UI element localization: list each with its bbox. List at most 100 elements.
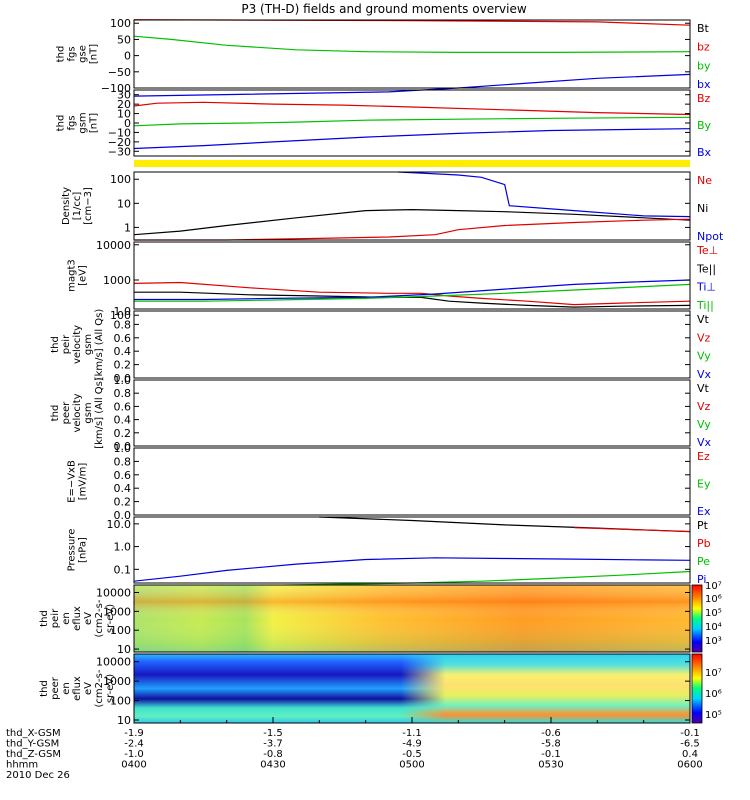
y-tick-label: 0.4 xyxy=(114,345,132,358)
y-axis-label: en xyxy=(61,612,72,625)
x-row-value: -0.1 xyxy=(680,728,700,739)
legend-entry: Ey xyxy=(697,478,711,491)
y-tick-label: 10000 xyxy=(96,587,131,600)
y-tick-label: 0 xyxy=(124,117,131,130)
y-axis-label: [mV/m] xyxy=(78,463,89,501)
legend-entry: Te|| xyxy=(696,262,716,275)
legend-entry: Te⊥ xyxy=(696,244,718,257)
panel-peir_spec: 10⁶ 10⁵ 10⁴ 10³ 10⁷ 10000 1000 100 10 thd peir en ef… xyxy=(39,581,722,656)
series-line-fgs_gsm-2 xyxy=(133,128,691,150)
series-line-fgs_gsm-1 xyxy=(133,116,691,127)
y-axis-label: E=−VxB xyxy=(67,460,78,503)
y-tick-label: 0.0 xyxy=(114,509,132,522)
series-line-temperature-1 xyxy=(134,291,691,308)
legend-entry: bx xyxy=(697,78,711,91)
y-axis-label: gsm xyxy=(83,334,94,355)
colorbar-tick-label: 10⁷ xyxy=(705,668,722,679)
electron-colorbar xyxy=(691,653,703,724)
legend-entry: Vx xyxy=(697,368,712,381)
x-row-value: 0600 xyxy=(677,760,702,771)
colorbar-tick-label: 10⁴ xyxy=(705,622,722,633)
series-line-density-0 xyxy=(133,208,691,236)
y-tick-label: 0.0 xyxy=(114,372,132,385)
legend-entry: Bx xyxy=(697,146,712,159)
y-tick-label: 1 xyxy=(124,221,131,234)
y-tick-label: 10000 xyxy=(96,656,131,669)
x-row-value: 0400 xyxy=(121,760,146,771)
y-tick-label: 100 xyxy=(110,309,131,322)
y-axis-label: eV xyxy=(83,612,94,625)
y-axis-label: fgs xyxy=(67,115,78,130)
y-tick-label: 0 xyxy=(124,50,131,63)
series-line-temperature-0 xyxy=(133,281,691,306)
y-axis-label: Density xyxy=(61,187,72,225)
series-line-fgs_gse-1 xyxy=(133,35,691,54)
ion-colorbar xyxy=(691,584,703,653)
legend-entry: Npot xyxy=(697,230,724,243)
ion-spectrogram-shade xyxy=(134,585,690,652)
legend-entry: Pe xyxy=(697,555,710,568)
y-axis-label: eflux xyxy=(72,676,83,701)
y-axis-label: eV xyxy=(83,682,94,695)
y-axis-label: thd xyxy=(39,680,50,697)
colorbar-tick-label: 10³ xyxy=(705,636,722,647)
y-tick-label: 0.1 xyxy=(114,563,132,576)
panel-frame xyxy=(133,19,691,89)
y-tick-label: −100 xyxy=(101,82,131,95)
y-axis-label: magt3 xyxy=(67,259,78,292)
x-row-value: -1.5 xyxy=(263,728,283,739)
y-tick-label: 1000 xyxy=(103,675,131,688)
legend-entry: By xyxy=(697,119,712,132)
y-axis-label: fgs xyxy=(67,46,78,61)
y-axis-label: sr-eV) xyxy=(105,604,116,633)
panel-frame xyxy=(133,171,691,241)
y-tick-label: 10 xyxy=(117,643,131,656)
legend-entry: Ex xyxy=(697,505,711,518)
y-tick-label: 0.0 xyxy=(114,440,132,453)
x-row-value: -6.5 xyxy=(680,739,700,750)
x-row-label: thd_Y-GSM xyxy=(6,739,59,750)
panel-peer_spec: 10⁷ 10⁶ 10⁵ 10000 1000 100 10 thd peer en eflux eV(… xyxy=(39,653,722,727)
y-axis-label: peer xyxy=(61,401,72,425)
y-axis-label: [km/s] (All Qs) xyxy=(94,309,105,381)
y-tick-label: 0.8 xyxy=(114,455,132,468)
legend-entry: Vx xyxy=(697,436,712,449)
chart-title: P3 (TH-D) fields and ground moments over… xyxy=(241,2,526,16)
legend-entry: Bz xyxy=(697,92,711,105)
colorbar-tick-label-top: 10⁷ xyxy=(705,581,722,592)
y-axis-label: [nT] xyxy=(89,113,100,133)
y-tick-label: 1.0 xyxy=(114,442,132,455)
y-axis-label: [nPa] xyxy=(78,537,89,563)
legend-entry: Pi xyxy=(697,573,706,586)
y-axis-label: gsm xyxy=(78,112,89,133)
y-axis-label: [nT] xyxy=(89,44,100,64)
y-tick-label: −50 xyxy=(108,66,131,79)
legend-entry: Pb xyxy=(697,537,711,550)
legend-entry: bz xyxy=(697,41,710,54)
y-tick-label: 0.6 xyxy=(114,469,132,482)
y-tick-label: 0.2 xyxy=(114,427,132,440)
y-tick-label: 0.8 xyxy=(114,318,132,331)
colorbar-tick-label: 10⁵ xyxy=(705,608,722,619)
legend-entry: Pt xyxy=(697,519,709,532)
y-tick-label: 1.0 xyxy=(114,374,132,387)
y-axis-label: (cm2-s- xyxy=(94,669,105,707)
y-tick-label: 20 xyxy=(117,98,131,111)
y-tick-label: 0.4 xyxy=(114,414,132,427)
x-row-label: hhmm xyxy=(6,760,38,771)
y-tick-label: 1000 xyxy=(103,274,131,287)
x-row-value: -0.8 xyxy=(263,749,283,760)
y-axis-label: [eV] xyxy=(78,265,89,286)
y-tick-label: 10000 xyxy=(96,239,131,252)
y-tick-label: 10 xyxy=(117,197,131,210)
legend-entry: Ti|| xyxy=(696,299,714,312)
y-axis-label: thd xyxy=(56,46,67,63)
y-tick-label: −30 xyxy=(108,145,131,158)
y-tick-label: 10.0 xyxy=(107,518,132,531)
y-axis-label: velocity xyxy=(72,325,83,364)
colorbar-tick-label: 10⁵ xyxy=(705,710,722,721)
